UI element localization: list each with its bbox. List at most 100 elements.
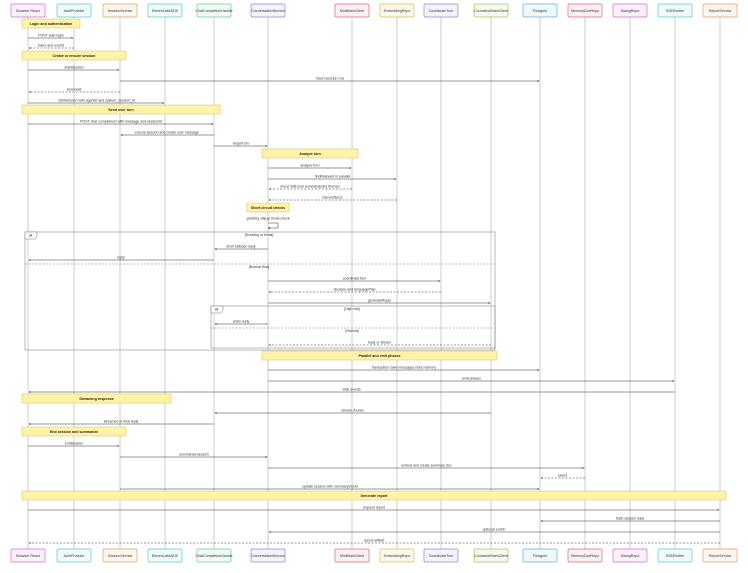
actor-label: CoordinateTurn bbox=[429, 554, 454, 558]
message-label: sessionId bbox=[67, 88, 82, 92]
actor-box bbox=[657, 548, 693, 563]
actor-box bbox=[250, 3, 286, 18]
actor-label: CoordinateTurn bbox=[429, 9, 454, 13]
message: coordinateTurn bbox=[268, 277, 441, 282]
actor-pg-bottom: Postgres bbox=[522, 548, 558, 563]
message: embed and create summary doc bbox=[268, 464, 585, 469]
message-label: ensure session and create user message bbox=[135, 131, 199, 135]
actor-browser-top: Browser React bbox=[10, 3, 46, 18]
message: stream chunks bbox=[214, 409, 491, 414]
message-label: SSE events bbox=[342, 388, 361, 392]
frames: alt [Greeting or trivial] [Normal flow] alt… bbox=[24, 231, 496, 351]
note-label: Analyze turn bbox=[299, 152, 321, 156]
actor-chat-bottom: ChatCompletionHandle bbox=[195, 548, 233, 563]
actor-label: ChatCompletionHandle bbox=[195, 9, 232, 13]
message-label: mood riskLevel summaryEntry themes bbox=[280, 185, 340, 189]
actor-box bbox=[56, 548, 92, 563]
actor-label: DialogRepo bbox=[621, 9, 640, 13]
actor-box bbox=[423, 3, 459, 18]
frame-tag: alt bbox=[215, 308, 219, 312]
frame-tag-box bbox=[210, 305, 224, 314]
actor-box bbox=[379, 3, 415, 18]
note-box bbox=[21, 18, 81, 29]
actor-label: SSEEmitter bbox=[666, 9, 685, 13]
message: saved bbox=[540, 474, 585, 479]
message-label: POST chat completions with message and s… bbox=[80, 120, 162, 124]
actor-box bbox=[379, 548, 415, 563]
actor-label: Browser React bbox=[16, 554, 40, 558]
message: relevantDocs bbox=[268, 196, 397, 201]
actor-label: CounselorBrainClient bbox=[474, 554, 508, 558]
actor-box bbox=[473, 548, 509, 563]
actor-label: AuthProvider bbox=[64, 554, 86, 558]
actor-label: Postgres bbox=[533, 554, 547, 558]
actor-embed-top: EmbeddingRepo bbox=[379, 3, 415, 18]
actor-label: ReportService bbox=[709, 554, 732, 558]
note-box bbox=[261, 350, 498, 361]
note-label: Short circuit checks bbox=[251, 206, 285, 210]
frame-section-label: [Greeting or trivial] bbox=[245, 233, 274, 237]
note-label: Generate report bbox=[361, 494, 389, 498]
alt-frame: alt [High risk] [Normal] bbox=[210, 305, 496, 349]
frame-section-label: [Normal] bbox=[345, 329, 358, 333]
message: decision and languagePlan bbox=[268, 288, 441, 293]
message: fetch session data bbox=[540, 517, 720, 522]
message: insert session row bbox=[120, 77, 540, 82]
notes: Login and authentication Create or ensure… bbox=[21, 18, 727, 501]
actor-sse-bottom: SSEEmitter bbox=[657, 548, 693, 563]
message: token and userId bbox=[28, 44, 74, 49]
actor-counselor-top: CounselorBrainClient bbox=[473, 3, 509, 18]
actor-box bbox=[10, 548, 46, 563]
message: SSE events bbox=[28, 388, 675, 393]
actor-label: EmbeddingRepo bbox=[384, 9, 411, 13]
actor-box bbox=[334, 548, 370, 563]
note: Generate report bbox=[21, 490, 727, 501]
note-box bbox=[21, 426, 127, 437]
note: End session and summarize bbox=[21, 426, 127, 437]
note: Analyze turn bbox=[261, 148, 359, 159]
actor-memdoc-bottom: MemoryDocRepo bbox=[567, 548, 603, 563]
actor-memdoc-top: MemoryDocRepo bbox=[567, 3, 603, 18]
note-label: Login and authentication bbox=[30, 22, 73, 26]
note-box bbox=[21, 393, 172, 404]
actor-label: DialogRepo bbox=[621, 554, 640, 558]
note: Send user turn bbox=[21, 104, 221, 115]
message-label: coordinateTurn bbox=[343, 277, 366, 281]
note-label: Create or ensure session bbox=[53, 54, 96, 58]
message-label: request report bbox=[363, 506, 385, 510]
message-label: token and userId bbox=[38, 44, 64, 48]
message: startSession bbox=[28, 66, 120, 71]
actor-browser-bottom: Browser React bbox=[10, 548, 46, 563]
note: Create or ensure session bbox=[21, 50, 127, 61]
actor-mini-bottom: MiniBrainClient bbox=[334, 548, 370, 563]
actor-label: ElevenLabsSDK bbox=[152, 554, 179, 558]
frame-section-label: [Normal flow] bbox=[249, 265, 269, 269]
actor-report-bottom: ReportService bbox=[702, 548, 738, 563]
actor-box bbox=[10, 3, 46, 18]
message-label: transaction save messages risks memory bbox=[372, 366, 436, 370]
message: update session with summaryDocId bbox=[120, 485, 540, 490]
actor-box bbox=[702, 3, 738, 18]
message-label: startSession with agentId and system_ses… bbox=[58, 99, 135, 103]
actor-eleven-bottom: ElevenLabsSDK bbox=[147, 548, 183, 563]
actor-label: ConversationService bbox=[251, 554, 284, 558]
note-label: Parallel and emit phases bbox=[359, 354, 401, 358]
message-label: POST auth login bbox=[38, 34, 64, 38]
actor-sse-top: SSEEmitter bbox=[657, 3, 693, 18]
note-label: Streaming response bbox=[79, 397, 114, 401]
actor-box bbox=[334, 3, 370, 18]
message: reply or stream bbox=[268, 341, 491, 346]
message-label: stream chunks bbox=[341, 409, 364, 413]
message: summarizeSession bbox=[120, 453, 268, 458]
message-label: startSession bbox=[64, 66, 83, 70]
note: Short circuit checks bbox=[246, 202, 290, 213]
message: crisis reply bbox=[214, 320, 268, 325]
actor-counselor-bottom: CounselorBrainClient bbox=[473, 548, 509, 563]
message-label: emit phases bbox=[462, 377, 481, 381]
actor-label: ConversationService bbox=[251, 9, 284, 13]
message: mood riskLevel summaryEntry themes bbox=[268, 185, 352, 190]
message-label: relevantDocs bbox=[322, 196, 343, 200]
message-label: short fallback reply bbox=[226, 245, 255, 249]
actor-box bbox=[196, 548, 232, 563]
